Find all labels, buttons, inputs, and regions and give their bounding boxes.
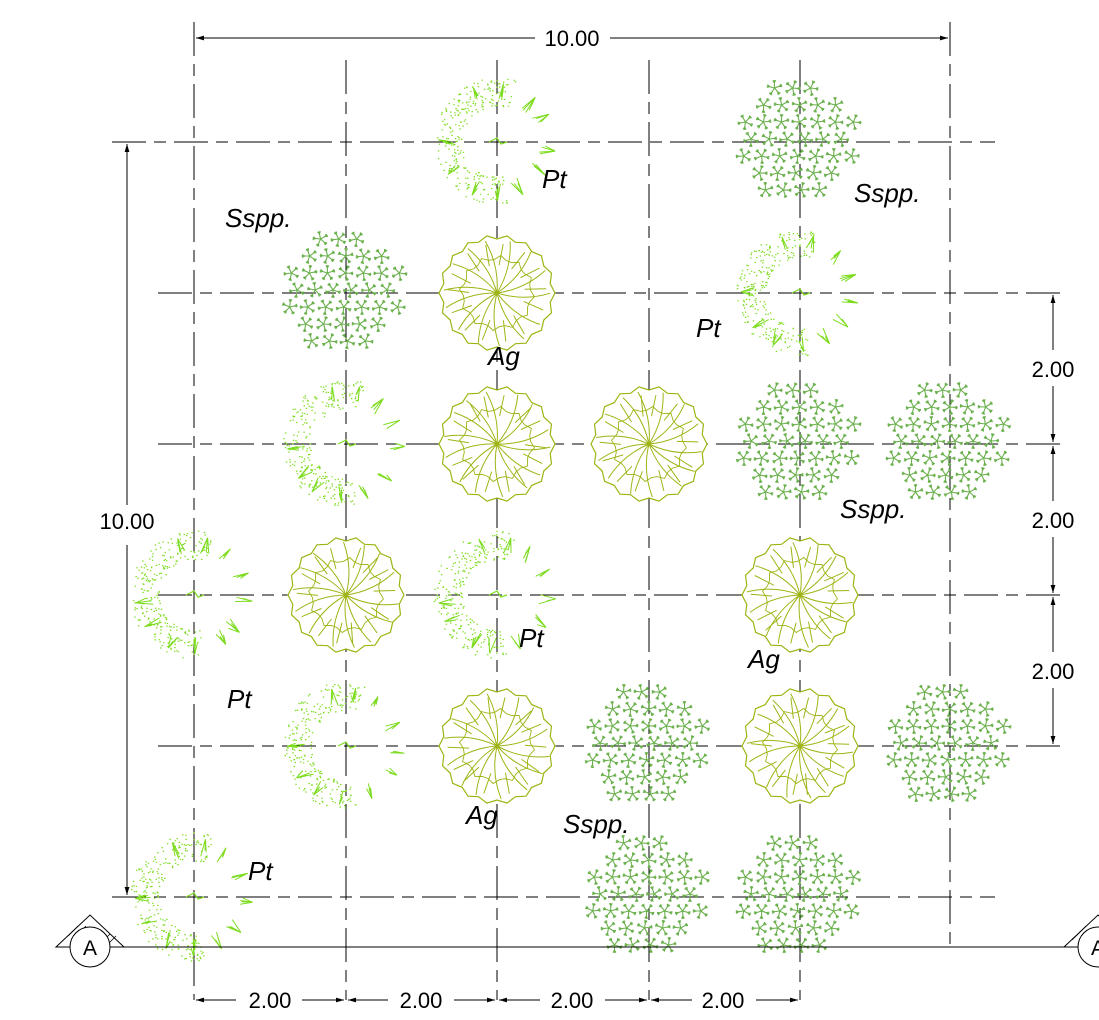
plant-label-pt: Pt <box>227 684 253 714</box>
dimensions: 10.00 10.00 2.00 2.00 2.00 2.00 2.00 2.0… <box>99 26 1074 1013</box>
dim-bottom-segment: 2.00 <box>551 988 594 1013</box>
plant-label-pt: Pt <box>542 164 568 194</box>
plant-symbol-sspp <box>735 382 862 501</box>
section-marker-label: A <box>83 937 97 960</box>
plant-symbol-sspp <box>885 382 1012 501</box>
plant-symbol-ag <box>438 386 556 502</box>
plant-symbols <box>131 78 1012 962</box>
plant-label-ag: Ag <box>464 800 498 830</box>
plant-symbol-ag <box>741 688 859 804</box>
plant-symbol-sspp <box>886 683 1012 803</box>
plant-symbol-pt <box>131 832 253 962</box>
plant-label-ag: Ag <box>746 644 780 674</box>
plant-label-pt: Pt <box>696 313 722 343</box>
plant-symbol-ag <box>438 688 556 804</box>
grid-lines <box>112 22 1068 1000</box>
plant-symbol-ag <box>438 235 556 351</box>
plant-symbol-ag <box>741 537 859 653</box>
plant-label-pt: Pt <box>248 856 274 886</box>
section-marker-label: A <box>1091 937 1099 960</box>
plant-symbol-sspp <box>584 683 710 802</box>
dim-right-segment: 2.00 <box>1032 508 1075 533</box>
plant-symbol-pt <box>437 78 556 204</box>
plant-symbol-sspp <box>282 231 408 350</box>
dim-top-total: 10.00 <box>544 26 599 51</box>
plant-label-sspp: Sspp. <box>854 178 921 208</box>
dim-right-segment: 2.00 <box>1032 357 1075 382</box>
plant-label-pt: Pt <box>519 623 545 653</box>
plant-symbol-ag <box>590 386 708 502</box>
plant-symbol-sspp <box>735 835 861 954</box>
plant-symbol-pt <box>132 530 253 659</box>
dim-left-total: 10.00 <box>99 509 154 534</box>
section-marker-left: A <box>54 914 126 968</box>
dim-bottom-segment: 2.00 <box>702 988 745 1013</box>
dim-right-segment: 2.00 <box>1032 659 1075 684</box>
dim-bottom-segment: 2.00 <box>400 988 443 1013</box>
plant-symbol-ag <box>287 537 405 653</box>
dim-bottom-segment: 2.00 <box>249 988 292 1013</box>
plant-labels: Pt Sspp. Sspp. Pt Ag Sspp. Pt Ag Pt Ag S… <box>225 164 921 886</box>
plant-label-sspp: Sspp. <box>563 809 630 839</box>
plant-label-sspp: Sspp. <box>225 203 292 233</box>
plant-symbol-sspp <box>735 79 862 198</box>
plant-label-sspp: Sspp. <box>840 494 907 524</box>
plant-symbol-pt <box>284 684 405 809</box>
plant-symbol-pt <box>283 381 405 506</box>
plant-label-ag: Ag <box>486 341 520 371</box>
plant-symbol-pt <box>433 530 556 659</box>
plant-symbol-pt <box>736 231 859 357</box>
section-line: A A <box>54 914 1099 968</box>
plant-symbol-sspp <box>585 834 710 954</box>
section-marker-right: A <box>1062 914 1099 968</box>
